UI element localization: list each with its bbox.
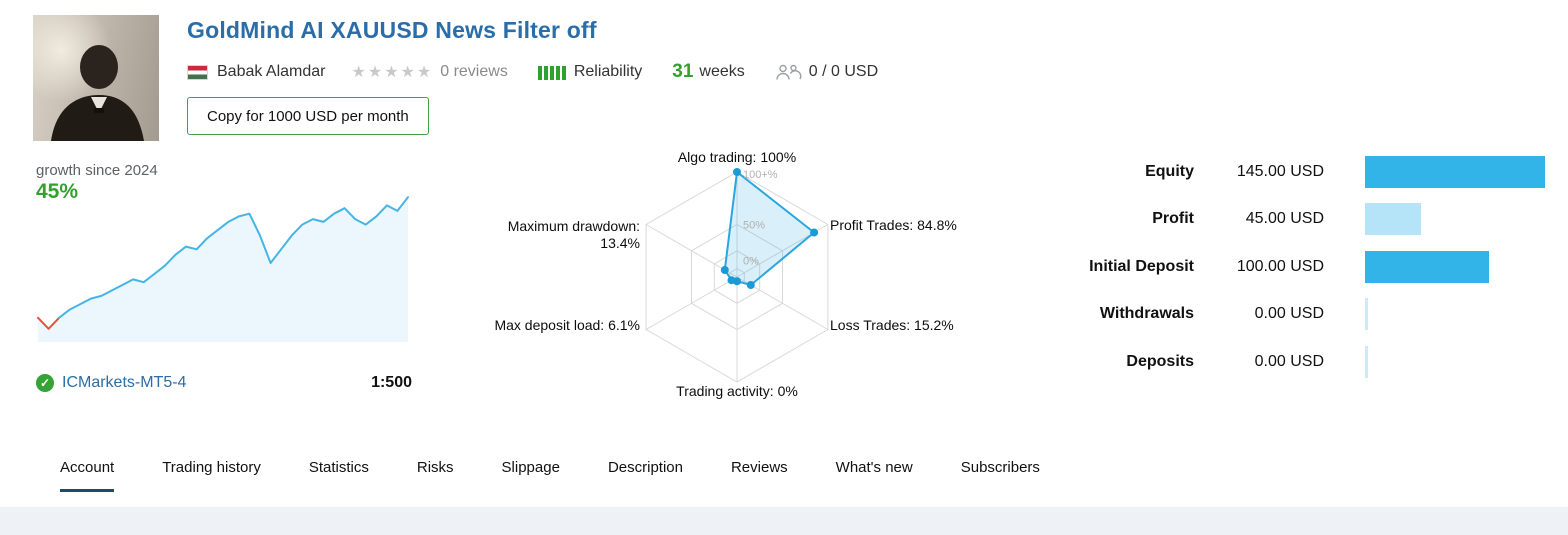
svg-text:50%: 50% bbox=[743, 220, 765, 232]
tab-statistics[interactable]: Statistics bbox=[308, 459, 369, 476]
stat-bar bbox=[1365, 155, 1545, 188]
stats-table: Equity 145.00 USD Profit 45.00 USD Initial D… bbox=[1036, 148, 1550, 386]
stat-bar-wrap bbox=[1324, 345, 1550, 378]
radar-label-max-deposit-load: Max deposit load: 6.1% bbox=[494, 317, 640, 333]
stat-bar-wrap bbox=[1324, 250, 1550, 283]
verified-check-icon bbox=[36, 374, 54, 392]
radar-label-max-drawdown: Maximum drawdown: 13.4% bbox=[507, 218, 640, 251]
tab-account[interactable]: Account bbox=[60, 446, 115, 492]
footer-strip bbox=[0, 507, 1568, 535]
stat-label: Profit bbox=[1152, 210, 1194, 228]
radar-label-profit-trades: Profit Trades: 84.8% bbox=[830, 217, 957, 233]
tab-trading-history[interactable]: Trading history bbox=[162, 459, 261, 476]
reliability-bars-icon bbox=[537, 65, 568, 80]
reviews-link[interactable]: 0 reviews bbox=[440, 63, 508, 80]
stat-label: Initial Deposit bbox=[1089, 257, 1194, 275]
copy-subscribe-button[interactable]: Copy for 1000 USD per month bbox=[187, 97, 429, 135]
tab-reviews[interactable]: Reviews bbox=[730, 459, 788, 476]
stat-value: 45.00 USD bbox=[1245, 210, 1324, 228]
growth-label: growth since 2024 bbox=[36, 162, 158, 179]
svg-text:0%: 0% bbox=[743, 256, 759, 268]
tabs: Account Trading history Statistics Risks Sli… bbox=[0, 446, 1568, 492]
stat-bar bbox=[1365, 298, 1368, 331]
stat-value: 0.00 USD bbox=[1254, 352, 1324, 370]
author-row: Babak Alamdar ★★★★★ 0 reviews Reliabilit… bbox=[187, 60, 878, 84]
broker-name-link[interactable]: ICMarkets-MT5-4 bbox=[62, 374, 187, 391]
stat-bar-wrap bbox=[1324, 203, 1550, 236]
stat-bar-wrap bbox=[1324, 155, 1550, 188]
radar-label-trading-activity: Trading activity: 0% bbox=[676, 383, 798, 399]
tab-risks[interactable]: Risks bbox=[416, 459, 454, 476]
subscribers-funds: 0 / 0 USD bbox=[808, 63, 879, 80]
leverage-value: 1:500 bbox=[371, 374, 412, 391]
weeks-label: weeks bbox=[699, 63, 745, 80]
broker-row: ICMarkets-MT5-4 1:500 bbox=[36, 374, 412, 392]
weeks-count: 31 bbox=[672, 61, 694, 82]
radar-chart-svg: 100+% 50% 0% bbox=[645, 168, 829, 383]
hungary-flag-icon bbox=[187, 64, 208, 80]
stat-bar bbox=[1365, 203, 1421, 236]
tab-what-s-new[interactable]: What's new bbox=[835, 459, 913, 476]
radar-label-algo-trading: Algo trading: 100% bbox=[677, 149, 797, 165]
tab-description[interactable]: Description bbox=[607, 459, 683, 476]
rating-stars-icon[interactable]: ★★★★★ bbox=[351, 64, 434, 81]
stat-label: Withdrawals bbox=[1099, 305, 1194, 323]
stat-label: Equity bbox=[1145, 162, 1194, 180]
stat-bar bbox=[1365, 250, 1490, 283]
author-name-link[interactable]: Babak Alamdar bbox=[217, 63, 326, 80]
stat-value: 100.00 USD bbox=[1236, 257, 1324, 275]
stat-bar-wrap bbox=[1324, 298, 1550, 331]
stat-value: 0.00 USD bbox=[1254, 305, 1324, 323]
radar-label-loss-trades: Loss Trades: 15.2% bbox=[830, 317, 954, 333]
reliability-label: Reliability bbox=[573, 63, 643, 80]
subscribers-icon bbox=[775, 63, 802, 81]
svg-text:100+%: 100+% bbox=[743, 169, 778, 181]
stat-bar bbox=[1365, 345, 1368, 378]
growth-percent: 45% bbox=[36, 180, 79, 203]
person-silhouette-icon bbox=[51, 45, 144, 141]
stat-value: 145.00 USD bbox=[1236, 162, 1324, 180]
tab-subscribers[interactable]: Subscribers bbox=[960, 459, 1040, 476]
growth-chart-svg bbox=[37, 196, 409, 342]
profile-photo[interactable] bbox=[33, 15, 159, 141]
tab-slippage[interactable]: Slippage bbox=[501, 459, 560, 476]
signal-title: GoldMind AI XAUUSD News Filter off bbox=[187, 17, 597, 43]
stat-label: Deposits bbox=[1126, 352, 1194, 370]
